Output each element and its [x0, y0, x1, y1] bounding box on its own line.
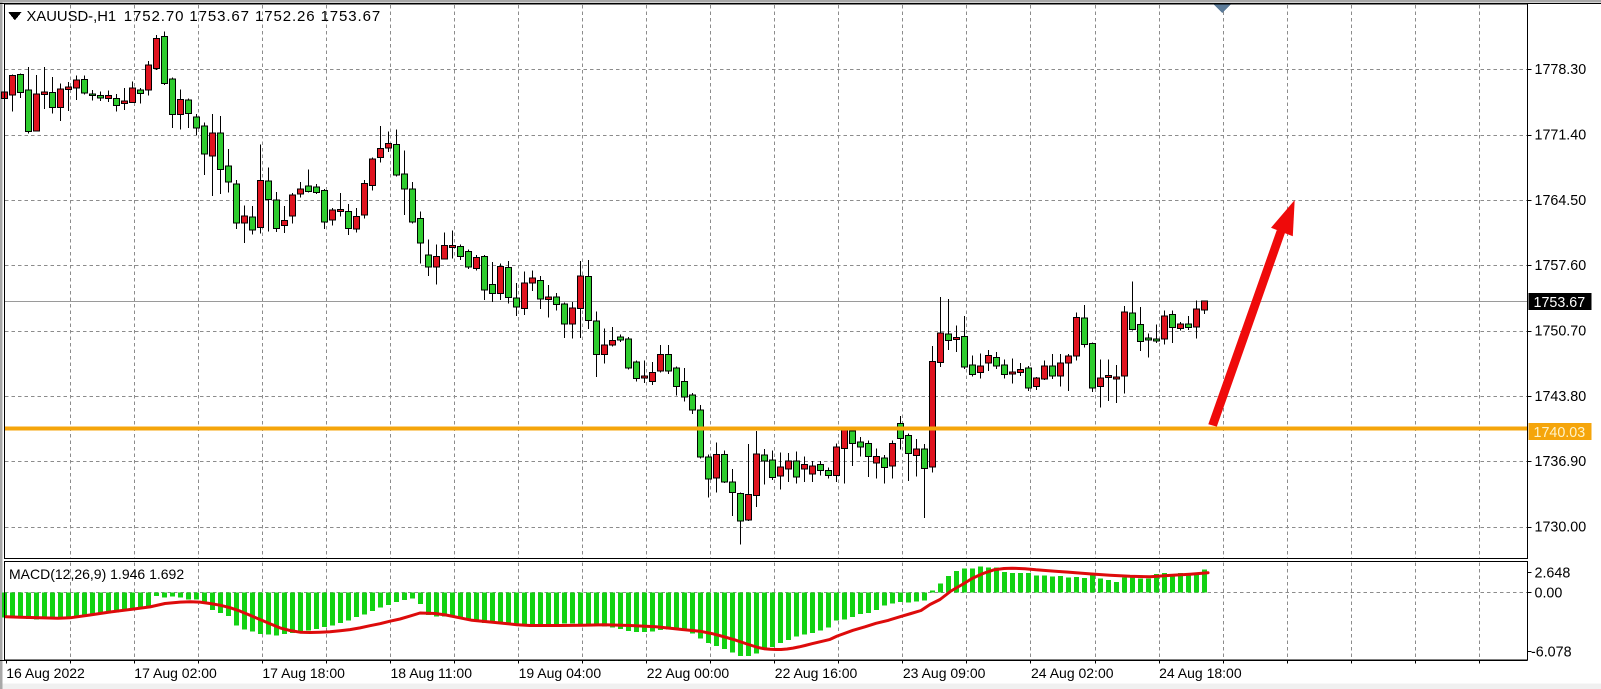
svg-text:1730.00: 1730.00 — [1535, 520, 1587, 536]
svg-text:1736.90: 1736.90 — [1535, 454, 1587, 470]
svg-text:1753.67: 1753.67 — [1534, 295, 1586, 311]
svg-text:XAUUSD-,H1: XAUUSD-,H1 — [27, 9, 117, 25]
svg-text:1778.30: 1778.30 — [1535, 62, 1587, 78]
svg-text:22 Aug 16:00: 22 Aug 16:00 — [775, 665, 858, 681]
svg-text:24 Aug 18:00: 24 Aug 18:00 — [1159, 665, 1242, 681]
svg-text:18 Aug 11:00: 18 Aug 11:00 — [391, 665, 473, 681]
svg-text:2.648: 2.648 — [1535, 565, 1571, 581]
svg-text:22 Aug 00:00: 22 Aug 00:00 — [647, 665, 730, 681]
svg-text:0.00: 0.00 — [1535, 586, 1563, 602]
svg-text:1743.80: 1743.80 — [1535, 389, 1587, 405]
svg-text:1752.70 1753.67 1752.26 1753.6: 1752.70 1753.67 1752.26 1753.67 — [124, 8, 381, 25]
svg-text:24 Aug 02:00: 24 Aug 02:00 — [1031, 665, 1114, 681]
svg-text:17 Aug 18:00: 17 Aug 18:00 — [262, 665, 345, 681]
svg-text:1757.60: 1757.60 — [1535, 258, 1587, 274]
svg-text:23 Aug 09:00: 23 Aug 09:00 — [903, 665, 986, 681]
svg-text:17 Aug 02:00: 17 Aug 02:00 — [134, 665, 217, 681]
svg-text:1771.40: 1771.40 — [1535, 128, 1587, 144]
svg-text:16 Aug 2022: 16 Aug 2022 — [6, 665, 85, 681]
svg-text:1750.70: 1750.70 — [1535, 324, 1587, 340]
svg-text:1764.50: 1764.50 — [1535, 193, 1587, 209]
svg-text:1740.03: 1740.03 — [1534, 425, 1586, 441]
svg-text:19 Aug 04:00: 19 Aug 04:00 — [519, 665, 602, 681]
svg-text:-6.078: -6.078 — [1531, 644, 1572, 660]
svg-text:MACD(12,26,9) 1.946 1.692: MACD(12,26,9) 1.946 1.692 — [9, 566, 184, 582]
